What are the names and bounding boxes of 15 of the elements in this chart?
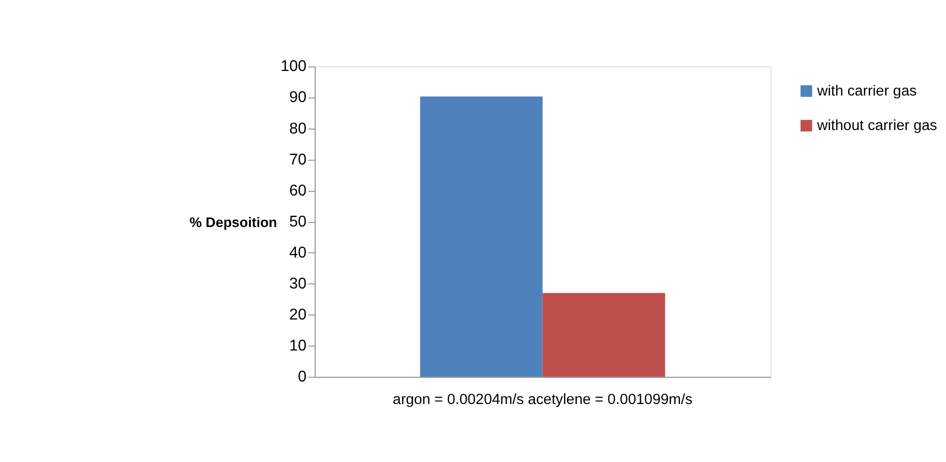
y-tick-label: 0 bbox=[298, 368, 307, 386]
y-tick-label: 20 bbox=[289, 306, 307, 324]
y-axis-title: % Depsoition bbox=[190, 214, 278, 230]
x-tick-label: argon = 0.00204m/s acetylene = 0.001099m/s bbox=[392, 392, 692, 408]
y-tick-label: 50 bbox=[289, 213, 307, 230]
y-tick-label: 60 bbox=[289, 182, 307, 200]
y-tick-label: 90 bbox=[289, 89, 307, 106]
y-tick-label: 70 bbox=[289, 151, 307, 168]
y-tick-label: 30 bbox=[289, 275, 307, 292]
y-tick-label: 40 bbox=[289, 244, 307, 262]
legend-label: with carrier gas bbox=[816, 83, 917, 100]
y-tick-label: 80 bbox=[289, 120, 307, 138]
y-tick-label: 100 bbox=[280, 58, 307, 76]
legend-label: without carrier gas bbox=[816, 118, 938, 134]
y-tick-label: 10 bbox=[289, 338, 307, 355]
